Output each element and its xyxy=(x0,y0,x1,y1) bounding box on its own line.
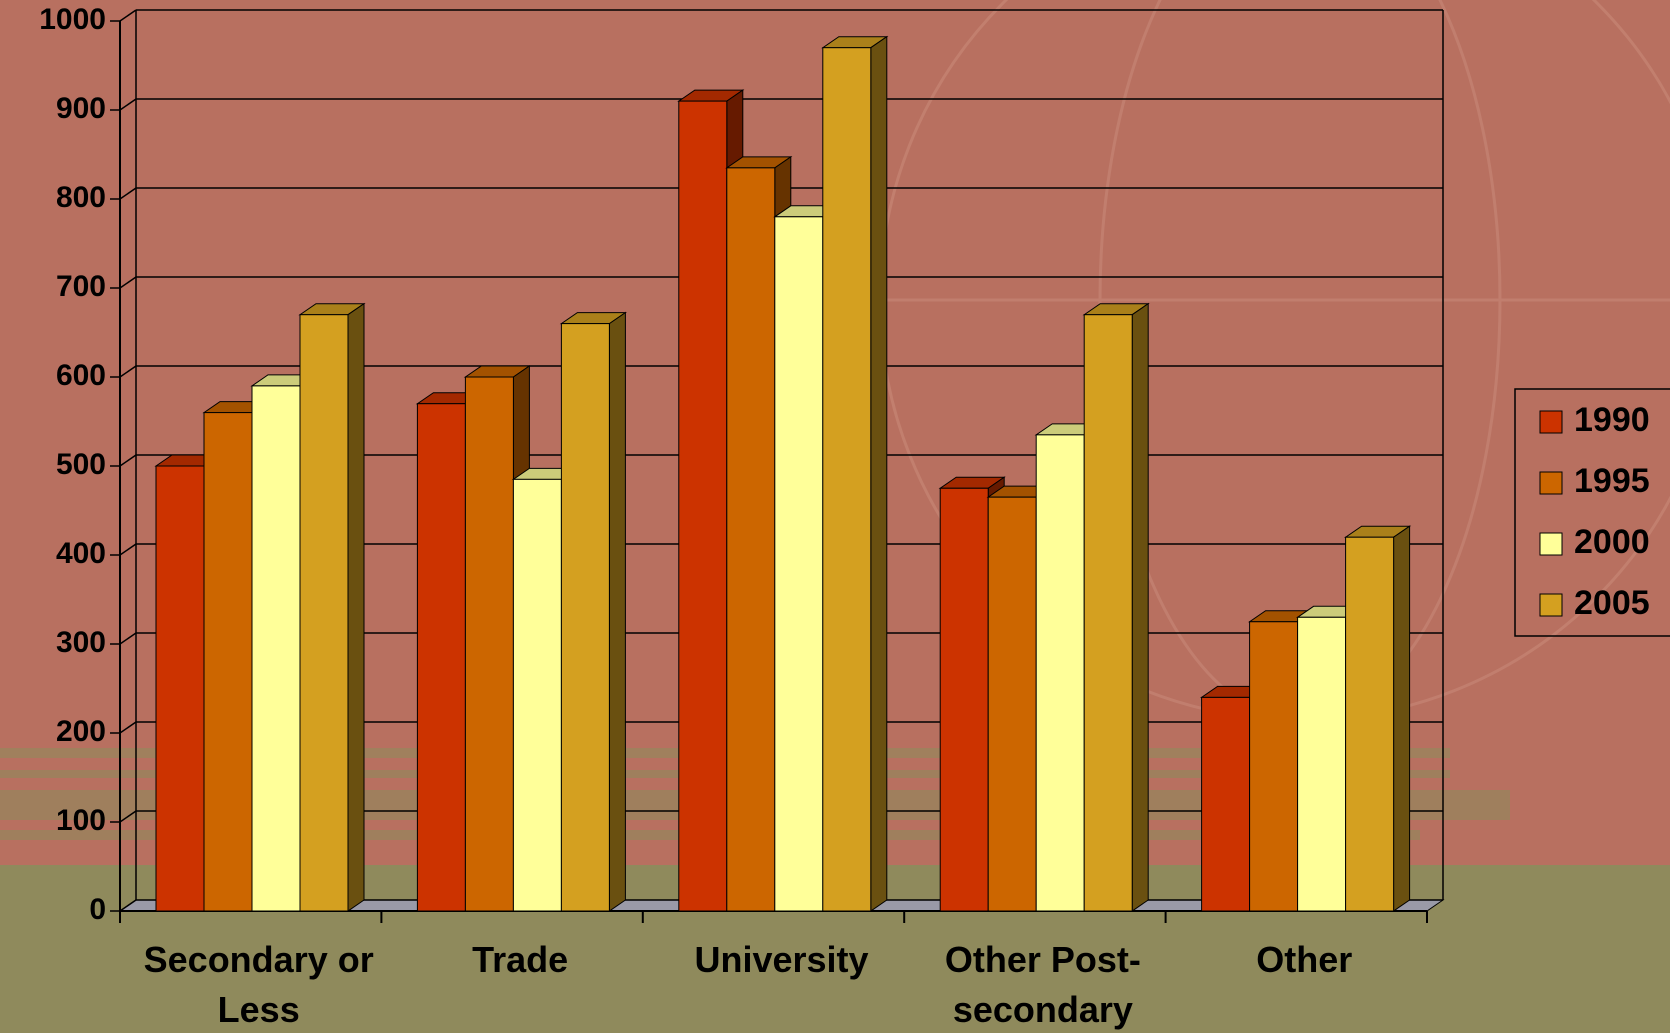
bar xyxy=(512,478,562,912)
legend-label: 2005 xyxy=(1574,584,1650,622)
bar xyxy=(726,167,776,912)
grid-line-side xyxy=(119,810,137,823)
grid-line-side xyxy=(119,454,137,467)
bar-side xyxy=(347,302,365,912)
grid-line-side xyxy=(119,187,137,200)
bar xyxy=(560,323,610,912)
bar xyxy=(203,412,253,912)
legend-label: 1990 xyxy=(1574,401,1650,439)
bar xyxy=(155,465,205,912)
grid-line-side xyxy=(119,543,137,556)
y-tick-label: 0 xyxy=(89,893,106,926)
bar xyxy=(822,47,872,912)
grid-line-side xyxy=(119,9,137,22)
grid-line-side xyxy=(119,98,137,111)
legend-box xyxy=(1514,388,1670,637)
bar xyxy=(939,487,989,912)
y-tick-label: 900 xyxy=(56,92,106,125)
bar xyxy=(464,376,514,912)
y-tick-label: 100 xyxy=(56,804,106,837)
bar xyxy=(1297,616,1347,912)
bar-side xyxy=(1393,525,1411,912)
y-tick-label: 800 xyxy=(56,181,106,214)
x-tick-label: University xyxy=(694,939,869,980)
bar xyxy=(299,314,349,912)
y-tick-label: 200 xyxy=(56,715,106,748)
grid-line-side xyxy=(119,632,137,645)
x-tick-label: Secondary or Less xyxy=(143,939,374,1030)
y-tick-label: 500 xyxy=(56,448,106,481)
x-tick-label: Other Post-secondary xyxy=(944,939,1141,1030)
y-tick-label: 1000 xyxy=(39,3,106,36)
legend-swatch xyxy=(1539,471,1563,495)
bar xyxy=(987,496,1037,912)
y-tick-label: 400 xyxy=(56,537,106,570)
x-tick-label: Other xyxy=(1256,939,1353,980)
bar xyxy=(1035,434,1085,912)
bar xyxy=(416,403,466,912)
bar-side xyxy=(870,35,888,912)
y-tick-label: 600 xyxy=(56,359,106,392)
bar xyxy=(678,100,728,912)
bar xyxy=(774,216,824,912)
bar xyxy=(251,385,301,912)
bar-side xyxy=(608,311,626,912)
legend-label: 1995 xyxy=(1574,462,1650,500)
legend-swatch xyxy=(1539,593,1563,617)
grid-line-side xyxy=(119,899,137,912)
legend-swatch xyxy=(1539,410,1563,434)
bar xyxy=(1083,314,1133,912)
grid-line-side xyxy=(119,276,137,289)
bar xyxy=(1249,621,1299,912)
x-tick-label: Trade xyxy=(472,939,569,980)
bar xyxy=(1201,696,1251,912)
legend-swatch xyxy=(1539,532,1563,556)
grid-line-side xyxy=(119,721,137,734)
grid-line-side xyxy=(119,365,137,378)
bar-side xyxy=(1131,302,1149,912)
bar xyxy=(1345,536,1395,912)
legend-label: 2000 xyxy=(1574,523,1650,561)
y-tick-label: 300 xyxy=(56,626,106,659)
y-tick-label: 700 xyxy=(56,270,106,303)
